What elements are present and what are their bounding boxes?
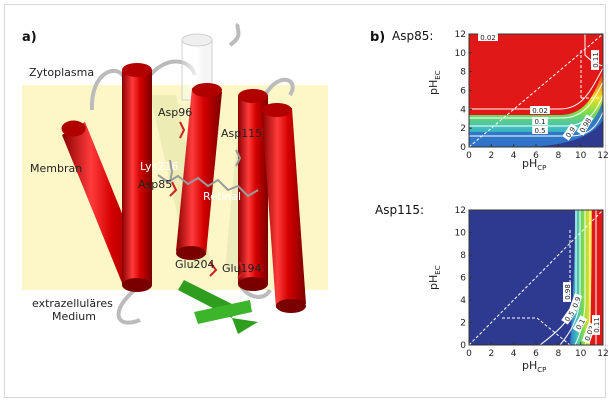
x-tick-label: 6 bbox=[533, 151, 539, 161]
contour-label: 0.02 bbox=[478, 33, 498, 42]
y-tick-label: 2 bbox=[460, 124, 466, 134]
x-tick-label: 6 bbox=[533, 349, 539, 359]
contour-label: 0.02 bbox=[530, 106, 550, 115]
y-tick-label: 10 bbox=[455, 49, 467, 59]
plot-title: Asp115: bbox=[375, 203, 425, 217]
extracellular-label-line2: Medium bbox=[52, 310, 96, 323]
contour-label: 0.11 bbox=[591, 50, 600, 70]
contour-label-text: 0.11 bbox=[593, 317, 601, 333]
residue-label: Retinal bbox=[203, 190, 242, 203]
y-tick-label: 4 bbox=[460, 296, 466, 306]
x-tick-label: 4 bbox=[511, 151, 517, 161]
y-tick-label: 8 bbox=[460, 68, 466, 78]
y-tick-label: 12 bbox=[455, 206, 466, 216]
y-tick-label: 8 bbox=[460, 251, 466, 261]
y-axis-label: pHEC bbox=[427, 70, 443, 95]
x-axis-label: pHCP bbox=[522, 359, 547, 375]
contour-label-text: 0.1 bbox=[534, 118, 545, 126]
x-tick-label: 0 bbox=[466, 151, 472, 161]
helix-2 bbox=[122, 63, 152, 292]
x-tick-label: 2 bbox=[488, 349, 494, 359]
contour-label-text: 0.02 bbox=[532, 107, 548, 115]
x-tick-label: 2 bbox=[488, 151, 494, 161]
contour-label-text: 0.5 bbox=[534, 127, 545, 135]
contour-label: 0.5 bbox=[532, 126, 548, 135]
plot-title: Asp85: bbox=[392, 29, 434, 43]
residue-label: Glu204 bbox=[175, 258, 215, 271]
x-tick-label: 12 bbox=[597, 151, 608, 161]
contour-label-text: 0.11 bbox=[592, 52, 600, 68]
contour-label-text: 0.9 bbox=[571, 296, 582, 309]
y-tick-label: 10 bbox=[455, 229, 467, 239]
x-tick-label: 10 bbox=[575, 151, 587, 161]
x-tick-label: 8 bbox=[555, 151, 561, 161]
beta-sheet bbox=[178, 280, 258, 334]
y-tick-label: 12 bbox=[455, 30, 466, 40]
contour-label: 0.98 bbox=[563, 282, 572, 302]
heatmap-asp115 bbox=[468, 209, 604, 346]
y-tick-label: 6 bbox=[460, 274, 466, 284]
helix-5 bbox=[262, 103, 306, 313]
panel-a-label: a) bbox=[22, 30, 37, 45]
residue-label: Asp115 bbox=[221, 127, 263, 140]
y-tick-label: 4 bbox=[460, 105, 466, 115]
retinal-chain bbox=[157, 149, 259, 198]
contour-label: 0.1 bbox=[532, 117, 548, 126]
contour-label-text: 0.02 bbox=[480, 34, 496, 42]
y-tick-label: 0 bbox=[460, 143, 466, 153]
y-tick-label: 6 bbox=[460, 87, 466, 97]
x-tick-label: 12 bbox=[597, 349, 608, 359]
extracellular-label-line1: extrazelluläres bbox=[32, 297, 113, 310]
membrane-label: Membran bbox=[30, 162, 83, 175]
residue-label: Glu194 bbox=[222, 262, 262, 275]
x-tick-label: 0 bbox=[466, 349, 472, 359]
x-tick-label: 8 bbox=[555, 349, 561, 359]
residue-label: Asp96 bbox=[158, 106, 193, 119]
x-axis-label: pHCP bbox=[522, 157, 547, 173]
side-chains bbox=[169, 121, 246, 279]
y-tick-label: 0 bbox=[460, 341, 466, 351]
x-tick-label: 10 bbox=[575, 349, 587, 359]
y-axis-label: pHEC bbox=[427, 265, 443, 290]
helix-3 bbox=[176, 83, 222, 260]
contour-label: 0.11 bbox=[592, 315, 601, 335]
y-tick-label: 2 bbox=[460, 319, 466, 329]
x-tick-label: 4 bbox=[511, 349, 517, 359]
residue-label: Lys216 bbox=[140, 160, 179, 173]
cytoplasm-label: Zytoplasma bbox=[29, 66, 95, 79]
panel-b-label: b) bbox=[370, 30, 386, 45]
residue-label: Asp85 bbox=[138, 178, 173, 191]
contour-label: 0.9 bbox=[569, 293, 583, 311]
protein-structure-illustration bbox=[22, 22, 328, 334]
contour-label-text: 0.98 bbox=[564, 284, 572, 300]
